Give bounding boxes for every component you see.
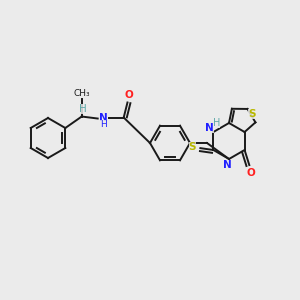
Text: N: N bbox=[99, 112, 108, 122]
Text: H: H bbox=[213, 118, 220, 128]
Text: S: S bbox=[248, 109, 255, 119]
Text: S: S bbox=[189, 142, 196, 152]
Text: O: O bbox=[246, 168, 255, 178]
Text: O: O bbox=[124, 89, 133, 100]
Text: H: H bbox=[79, 103, 87, 113]
Text: CH₃: CH₃ bbox=[74, 89, 90, 98]
Text: N: N bbox=[205, 123, 214, 133]
Text: H: H bbox=[100, 120, 107, 129]
Text: N: N bbox=[223, 160, 231, 170]
